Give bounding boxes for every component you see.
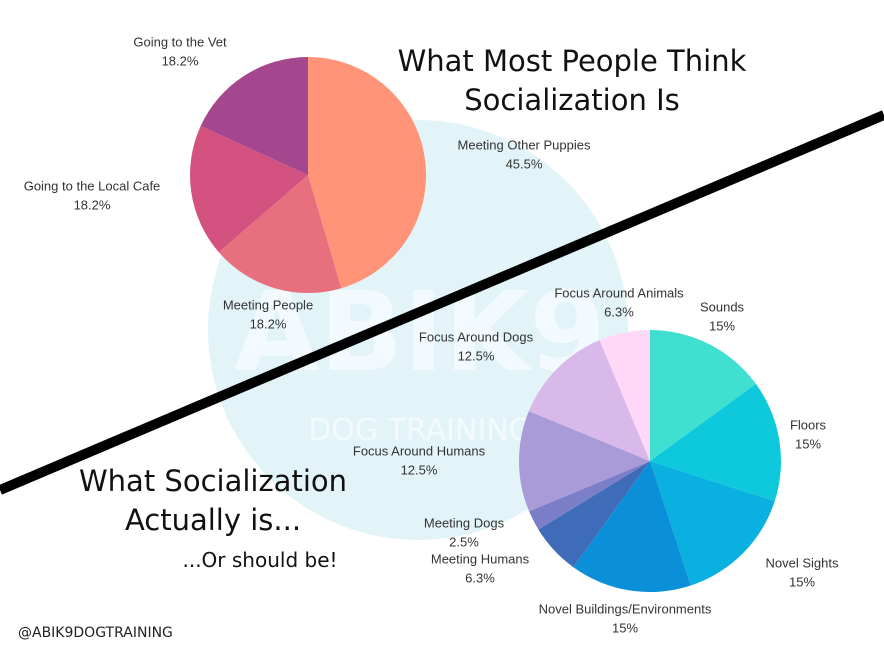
slice-label: Novel Sights bbox=[766, 555, 839, 570]
pie-slice bbox=[519, 411, 650, 512]
chart-title: What Socialization Actually is... bbox=[79, 464, 347, 537]
pie-slice bbox=[650, 461, 775, 586]
slice-value-label: 18.2% bbox=[250, 316, 287, 331]
chart-title: What Most People Think Socialization Is bbox=[397, 44, 747, 117]
pie-slice bbox=[573, 461, 691, 592]
slice-label: Meeting Humans bbox=[431, 551, 530, 566]
pie-2: Sounds 15% Floors 15% Novel Sights 15% Novel B… bbox=[353, 285, 839, 635]
slice-label: Focus Around Humans bbox=[353, 443, 486, 458]
slice-label: Going to the Local Cafe bbox=[24, 178, 161, 193]
slice-value-label: 6.3% bbox=[465, 570, 495, 585]
pie-1: Meeting Other Puppies 45.5% Meeting People… bbox=[24, 34, 591, 331]
pie-slice bbox=[599, 330, 650, 461]
slice-label: Meeting Dogs bbox=[424, 515, 505, 530]
slice-label: Floors bbox=[790, 417, 827, 432]
divider bbox=[0, 110, 884, 495]
slice-label: Focus Around Animals bbox=[554, 285, 684, 300]
slice-value-label: 18.2% bbox=[162, 53, 199, 68]
pie-slice bbox=[218, 175, 342, 294]
slice-label: Meeting Other Puppies bbox=[458, 137, 591, 152]
slice-value-label: 12.5% bbox=[458, 348, 495, 363]
pie-slice bbox=[529, 461, 650, 530]
pie-slice bbox=[189, 125, 308, 253]
slice-value-label: 15% bbox=[789, 574, 815, 589]
slice-label: Going to the Vet bbox=[133, 34, 227, 49]
slice-value-label: 15% bbox=[709, 318, 735, 333]
slice-value-label: 18.2% bbox=[74, 197, 111, 212]
pie-slice bbox=[650, 383, 782, 502]
pie-slice bbox=[538, 461, 650, 568]
slice-label: Novel Buildings/Environments bbox=[539, 601, 712, 616]
slice-value-label: 45.5% bbox=[506, 156, 543, 171]
slice-label: Focus Around Dogs bbox=[419, 329, 534, 344]
slice-value-label: 12.5% bbox=[401, 462, 438, 477]
watermark-text: DOG TRAINING bbox=[308, 413, 532, 448]
pie-slice bbox=[528, 340, 650, 461]
slice-value-label: 15% bbox=[612, 620, 638, 635]
slice-value-label: 6.3% bbox=[604, 304, 634, 319]
pie-slice bbox=[200, 57, 308, 175]
slice-value-label: 15% bbox=[795, 436, 821, 451]
chart-subtitle: ...Or should be! bbox=[182, 548, 338, 572]
slice-label: Meeting People bbox=[223, 297, 313, 312]
slice-value-label: 2.5% bbox=[449, 534, 479, 549]
pie-slice bbox=[650, 330, 756, 461]
footer: @ABIK9DOGTRAINING bbox=[18, 625, 173, 641]
slice-label: Sounds bbox=[700, 299, 745, 314]
pie-slice bbox=[308, 57, 427, 289]
